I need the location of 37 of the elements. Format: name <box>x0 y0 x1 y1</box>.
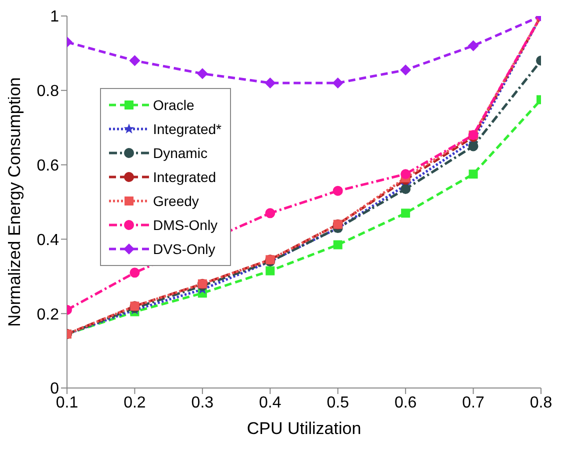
point <box>332 186 343 196</box>
x-tick-label: 0.8 <box>530 394 552 412</box>
point <box>266 266 275 276</box>
y-axis-title: Normalized Energy Consumption <box>5 77 24 327</box>
point <box>264 77 276 88</box>
point <box>468 141 478 152</box>
point <box>468 170 478 179</box>
x-tick-label: 0.3 <box>191 394 214 412</box>
point <box>129 55 140 66</box>
point <box>333 240 342 250</box>
y-tick-label: 0.4 <box>36 232 60 249</box>
x-tick-label: 0.7 <box>462 394 485 412</box>
point <box>400 184 411 194</box>
legend-label: DMS-Only <box>153 217 218 233</box>
x-tick-label: 0.4 <box>259 394 282 412</box>
point <box>332 77 344 88</box>
legend-label: Dynamic <box>153 145 208 161</box>
x-tick-label: 0.2 <box>124 394 146 412</box>
y-tick-label: 0.6 <box>36 157 60 174</box>
point <box>400 64 412 76</box>
x-tick-label: 0.5 <box>326 394 350 412</box>
x-axis-title: CPU Utilization <box>246 419 362 438</box>
y-tick-label: 0.2 <box>36 306 60 324</box>
legend-label: Integrated* <box>153 121 222 137</box>
x-tick-label: 0.6 <box>394 394 417 412</box>
legend-label: Oracle <box>153 97 194 113</box>
point <box>265 208 276 218</box>
y-tick-label: 0.8 <box>36 83 60 100</box>
point <box>468 40 479 52</box>
legend-label: Greedy <box>153 193 199 209</box>
legend-label: DVS-Only <box>153 241 216 257</box>
point <box>400 169 411 180</box>
legend-label: Integrated <box>153 169 216 185</box>
point <box>196 68 208 80</box>
y-tick-label: 1 <box>50 8 60 26</box>
point <box>401 208 410 218</box>
point <box>130 268 140 278</box>
